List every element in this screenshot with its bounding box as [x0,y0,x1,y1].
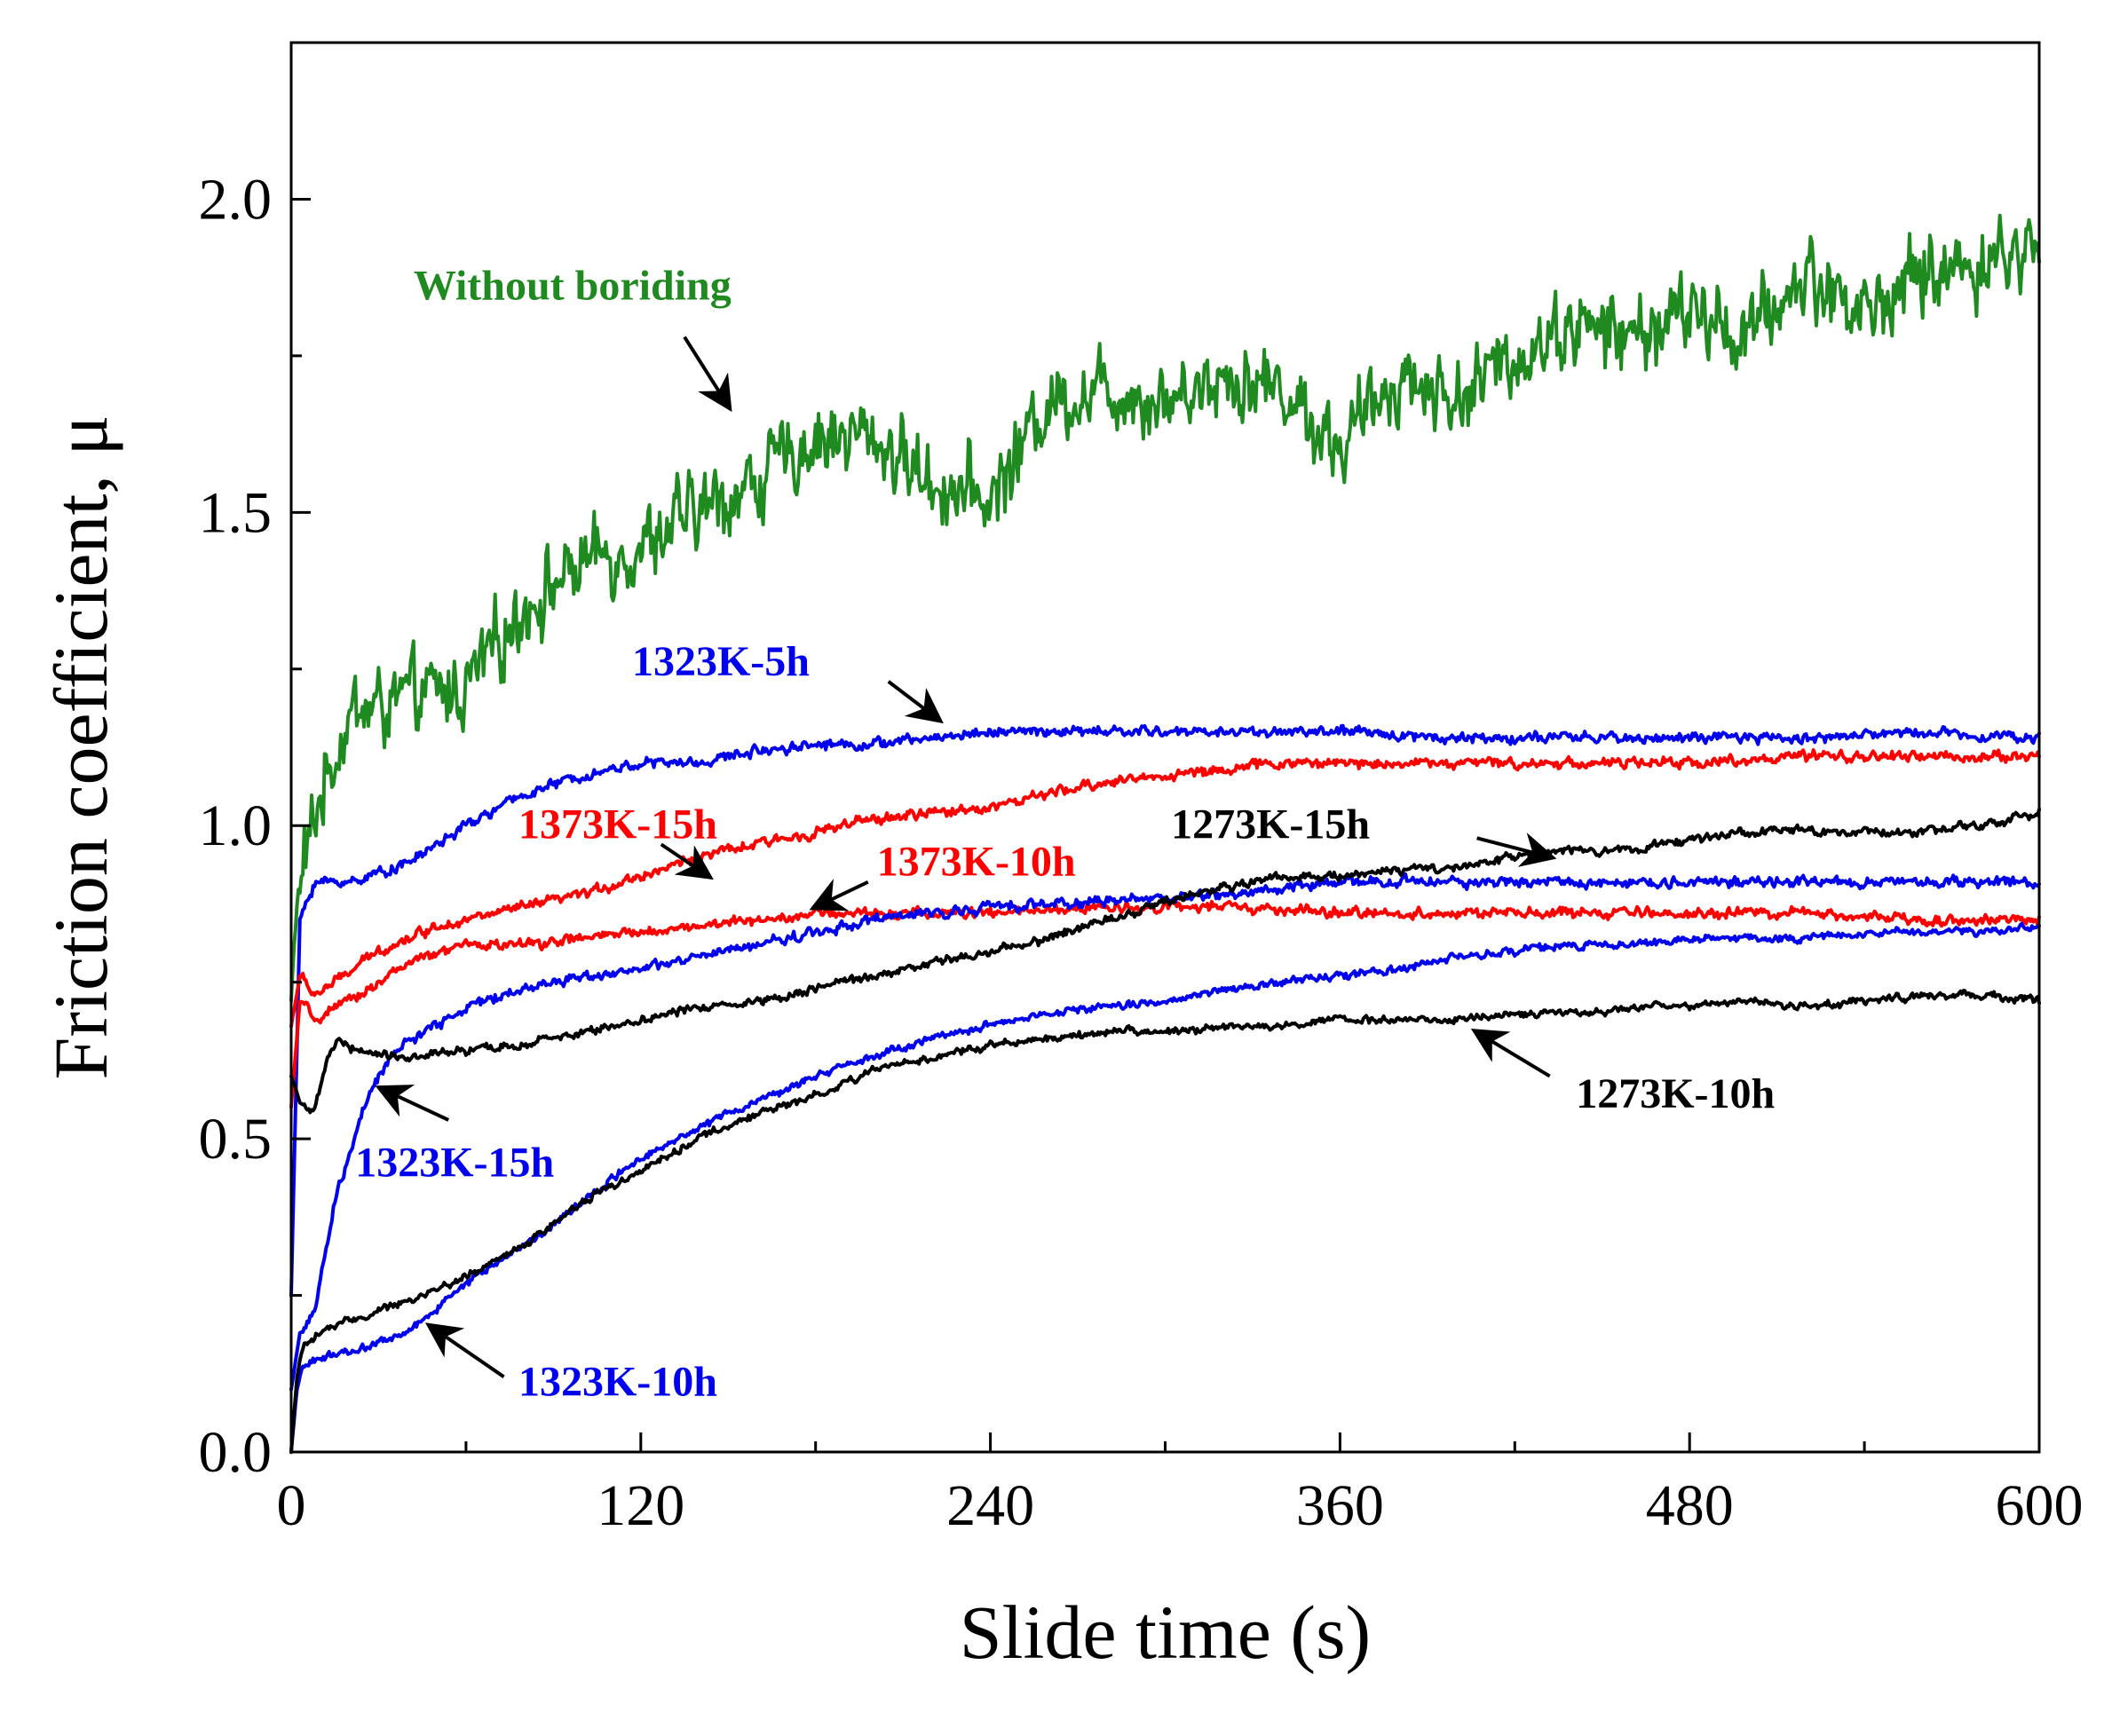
axes: 0 120 240 360 480 600 0.0 0.5 1.0 1.5 2.0 Slide tim… [38,41,2084,1675]
series-label: 1273K-15h [1171,801,1370,848]
series-line-1323k-5h [289,723,2041,1298]
annotation-arrow [887,680,944,724]
annotation-arrow [375,1085,450,1122]
x-axis-title: Slide time (s) [960,1590,1371,1675]
annotation-arrow [1476,832,1557,867]
series-line-1323k-15h [289,872,2041,1392]
plot-area [289,213,2041,1455]
x-tick-label: 480 [1646,1473,1734,1538]
series-label: 1323K-5h [632,638,810,685]
annotation-arrow [424,1322,505,1378]
series-label: 1373K-10h [877,839,1076,886]
series-label: Without boriding [414,262,732,309]
series-line-1373k-10h [289,899,2041,1109]
series-line-1273k-10h [289,989,2041,1455]
plot-frame [289,41,2041,1454]
x-tick-label: 600 [1996,1473,2084,1538]
series-line-without-boriding [289,213,2041,1003]
y-tick-label: 0.0 [199,1420,273,1485]
annotation-arrow [809,879,869,911]
annotation-arrow [683,335,732,413]
series-line-1373k-15h [289,748,2041,1029]
x-tick-label: 360 [1296,1473,1384,1538]
x-tick-label: 240 [946,1473,1034,1538]
y-axis-title: Friction coefficient, μ [38,414,123,1079]
annotations: Without boriding 1323K-5h 1373K-15h 1373K-1… [355,262,1775,1405]
series-label: 1323K-15h [355,1139,554,1186]
series-label: 1373K-15h [518,801,717,848]
series-label: 1273K-10h [1576,1070,1775,1117]
x-tick-label: 0 [277,1473,306,1538]
x-tick-label: 120 [597,1473,684,1538]
series-label: 1323K-10h [518,1358,717,1405]
annotation-arrow [660,842,714,880]
y-tick-label: 0.5 [199,1107,273,1172]
annotation-arrow [1470,1029,1551,1078]
y-tick-label: 1.0 [199,793,273,858]
series-line-1273k-15h [289,808,2041,1115]
y-tick-label: 1.5 [199,480,273,545]
y-tick-label: 2.0 [199,167,273,232]
